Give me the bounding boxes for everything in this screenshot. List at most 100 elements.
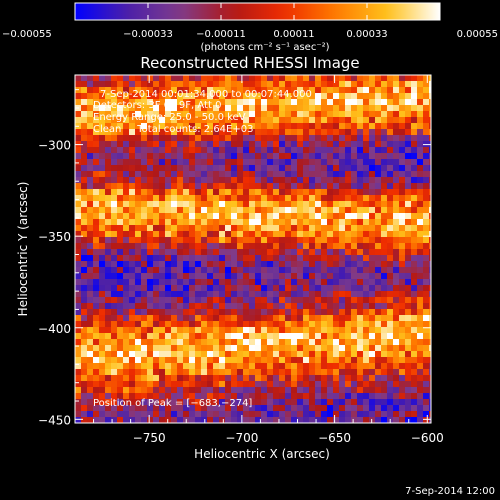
heatmap-cell: [177, 177, 184, 184]
heatmap-cell: [327, 177, 334, 184]
heatmap-cell: [351, 165, 358, 172]
heatmap-cell: [153, 165, 160, 172]
heatmap-cell: [267, 417, 274, 423]
heatmap-cell: [291, 213, 298, 220]
heatmap-cell: [297, 99, 304, 106]
heatmap-cell: [375, 261, 382, 268]
heatmap-cell: [123, 159, 130, 166]
heatmap-cell: [111, 357, 118, 364]
heatmap-cell: [129, 201, 136, 208]
heatmap-cell: [135, 117, 142, 124]
heatmap-cell: [399, 111, 406, 118]
heatmap-cell: [279, 327, 286, 334]
heatmap-cell: [255, 171, 262, 178]
heatmap-cell: [345, 267, 352, 274]
heatmap-cell: [339, 267, 346, 274]
heatmap-cell: [225, 189, 232, 196]
heatmap-cell: [255, 153, 262, 160]
heatmap-cell: [423, 111, 430, 118]
heatmap-cell: [297, 399, 304, 406]
heatmap-cell: [75, 237, 82, 244]
heatmap-cell: [405, 225, 412, 232]
heatmap-cell: [369, 153, 376, 160]
heatmap-cell: [249, 405, 256, 412]
heatmap-cell: [201, 243, 208, 250]
heatmap-cell: [387, 87, 394, 94]
heatmap-cell: [213, 249, 220, 256]
heatmap-cell: [345, 153, 352, 160]
heatmap-cell: [99, 339, 106, 346]
heatmap-cell: [291, 333, 298, 340]
heatmap-cell: [171, 273, 178, 280]
heatmap-cell: [171, 291, 178, 298]
heatmap-cell: [255, 309, 262, 316]
heatmap-cell: [369, 303, 376, 310]
heatmap-cell: [195, 165, 202, 172]
heatmap-cell: [195, 249, 202, 256]
heatmap-cell: [207, 405, 214, 412]
heatmap-cell: [189, 189, 196, 196]
heatmap-cell: [123, 357, 130, 364]
heatmap-cell: [159, 81, 166, 88]
heatmap-cell: [297, 207, 304, 214]
heatmap-cell: [387, 261, 394, 268]
heatmap-cell: [147, 147, 154, 154]
heatmap-cell: [309, 177, 316, 184]
heatmap-cell: [237, 387, 244, 394]
heatmap-cell: [117, 369, 124, 376]
heatmap-cell: [387, 243, 394, 250]
heatmap-cell: [261, 243, 268, 250]
heatmap-cell: [363, 399, 370, 406]
heatmap-cell: [231, 411, 238, 418]
heatmap-cell: [165, 159, 172, 166]
heatmap-cell: [345, 183, 352, 190]
heatmap-cell: [423, 357, 430, 364]
heatmap-cell: [321, 213, 328, 220]
heatmap-cell: [231, 309, 238, 316]
heatmap-cell: [99, 345, 106, 352]
heatmap-cell: [273, 141, 280, 148]
heatmap-cell: [195, 399, 202, 406]
heatmap-cell: [81, 237, 88, 244]
heatmap-cell: [153, 369, 160, 376]
y-axis-title: Heliocentric Y (arcsec): [16, 182, 30, 317]
heatmap-cell: [201, 261, 208, 268]
y-axis-tick-label: −400: [38, 322, 71, 336]
heatmap-cell: [219, 129, 226, 136]
heatmap-cell: [159, 219, 166, 226]
heatmap-cell: [297, 93, 304, 100]
heatmap-cell: [351, 393, 358, 400]
heatmap-cell: [291, 267, 298, 274]
heatmap-cell: [231, 417, 238, 423]
heatmap-cell: [423, 333, 430, 340]
heatmap-cell: [189, 297, 196, 304]
heatmap-cell: [399, 171, 406, 178]
heatmap-cell: [243, 231, 250, 238]
heatmap-cell: [183, 249, 190, 256]
heatmap-cell: [291, 339, 298, 346]
heatmap-cell: [117, 345, 124, 352]
heatmap-cell: [201, 99, 208, 106]
colorbar-tick-labels: −0.00055 −0.00033 −0.00011 0.00011 0.00033 0.…: [2, 29, 498, 40]
heatmap-cell: [345, 351, 352, 358]
heatmap-cell: [273, 327, 280, 334]
heatmap-cell: [225, 201, 232, 208]
heatmap-cell: [123, 141, 130, 148]
heatmap-cell: [339, 249, 346, 256]
heatmap-cell: [99, 207, 106, 214]
heatmap-cell: [333, 255, 340, 262]
heatmap-cell: [117, 279, 124, 286]
heatmap-cell: [423, 315, 430, 322]
heatmap-cell: [159, 117, 166, 124]
heatmap-cell: [195, 339, 202, 346]
heatmap-cell: [243, 171, 250, 178]
heatmap-cell: [105, 129, 112, 136]
heatmap-cell: [405, 135, 412, 142]
heatmap-cell: [267, 231, 274, 238]
heatmap-cell: [393, 87, 400, 94]
heatmap-cell: [255, 255, 262, 262]
heatmap-cell: [417, 357, 424, 364]
heatmap-cell: [327, 339, 334, 346]
heatmap-cell: [99, 183, 106, 190]
heatmap-cell: [291, 243, 298, 250]
